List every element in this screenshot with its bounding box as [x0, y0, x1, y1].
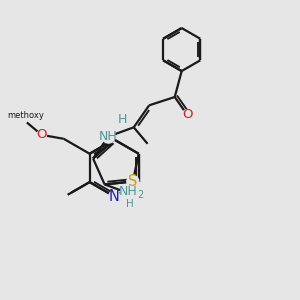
Circle shape: [120, 185, 137, 202]
Text: O: O: [36, 128, 47, 141]
Circle shape: [182, 110, 192, 119]
Text: H: H: [126, 199, 134, 208]
Text: N: N: [109, 189, 120, 204]
Text: NH: NH: [99, 130, 118, 143]
Circle shape: [117, 114, 128, 125]
Circle shape: [37, 130, 46, 140]
Text: S: S: [128, 174, 137, 189]
Circle shape: [109, 191, 119, 202]
Circle shape: [102, 130, 115, 143]
Text: H: H: [118, 113, 128, 126]
Text: methoxy: methoxy: [7, 111, 44, 120]
Text: NH: NH: [119, 185, 138, 198]
Circle shape: [127, 176, 139, 188]
Text: O: O: [182, 108, 192, 121]
Text: 2: 2: [137, 190, 144, 200]
